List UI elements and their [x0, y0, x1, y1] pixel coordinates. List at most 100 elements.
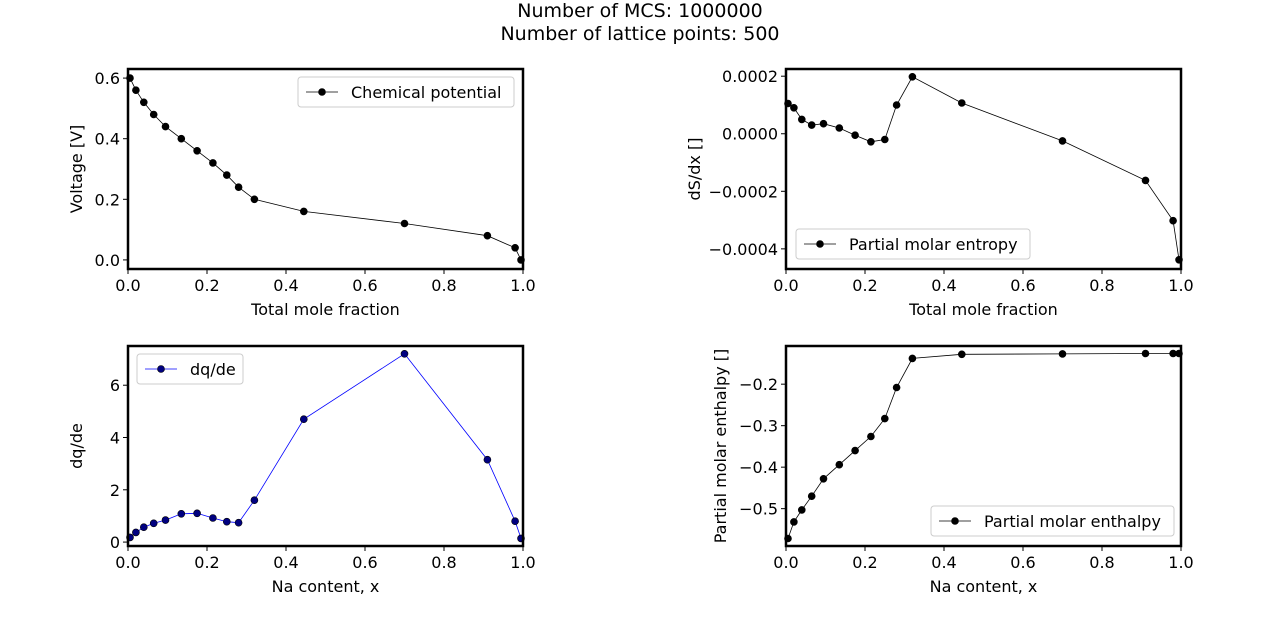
data-point [161, 516, 170, 524]
y-tick-label: −0.4 [739, 458, 778, 477]
data-point [790, 518, 798, 526]
x-tick-label: 0.8 [431, 276, 456, 295]
data-point [400, 219, 409, 228]
data-point [483, 231, 492, 240]
x-tick-label: 0.2 [194, 553, 219, 572]
data-point [511, 517, 519, 526]
suptitle-line-2: Number of lattice points: 500 [500, 23, 780, 45]
legend-frame [795, 228, 1031, 260]
data-point [908, 73, 917, 81]
data-point [177, 509, 186, 518]
x-tick-label: 1.0 [1168, 553, 1193, 572]
data-point [790, 104, 798, 112]
legend-marker [318, 88, 326, 96]
subplot-1: 0.0 0.2 0.4 0.6 0.8 1.0 0.0 0.2 0.4 0.6 Total mole… [67, 67, 536, 319]
y-tick-label: 4 [110, 429, 120, 448]
y-tick-label: −0.0004 [709, 240, 778, 259]
x-tick-label: 0.2 [194, 276, 219, 295]
subplot-3: 0.0 0.2 0.4 0.6 0.8 1.0 0 2 4 6 Na content, x dq/de… [67, 344, 536, 596]
data-point [835, 460, 844, 469]
data-point [851, 131, 859, 139]
x-tick-label: 0.0 [115, 276, 140, 295]
y-axis-label: dS/dx [] [685, 138, 704, 201]
data-point [149, 110, 158, 119]
series-line [787, 76, 1180, 260]
data-point [299, 207, 308, 216]
data-point [819, 119, 828, 128]
data-point [299, 415, 308, 424]
data-point [892, 101, 901, 109]
data-point [1141, 349, 1150, 358]
data-point [140, 523, 148, 532]
data-point [867, 432, 875, 441]
subplot-4: 0.0 0.2 0.4 0.6 0.8 1.0 −0.5 −0.4 −0.3 −0.2 Na con… [711, 344, 1194, 596]
data-point [400, 349, 409, 358]
y-tick-label: 0.0000 [722, 125, 778, 144]
y-tick-label: −0.0002 [709, 182, 778, 201]
x-tick-label: 0.6 [1010, 553, 1035, 572]
x-tick-label: 0.4 [273, 553, 298, 572]
legend-marker [816, 240, 824, 248]
y-tick-label: 2 [110, 481, 120, 500]
x-tick-label: 0.0 [773, 553, 798, 572]
x-axis-label: Total mole fraction [908, 300, 1058, 319]
data-point [807, 492, 816, 501]
data-point [250, 195, 259, 204]
data-point [177, 134, 186, 143]
data-point [807, 121, 816, 129]
data-point [132, 86, 140, 94]
legend-label: dq/de [190, 360, 236, 379]
plot-frame [126, 67, 525, 271]
data-point [223, 171, 231, 179]
x-tick-label: 0.8 [431, 553, 456, 572]
y-axis-label: Voltage [V] [67, 125, 86, 214]
x-tick-label: 0.0 [115, 553, 140, 572]
x-tick-label: 1.0 [510, 553, 535, 572]
data-point [819, 474, 828, 483]
x-axis-label: Total mole fraction [250, 300, 400, 319]
data-point [835, 124, 844, 132]
y-tick-label: 0.0 [95, 251, 120, 270]
x-tick-label: 1.0 [1168, 276, 1193, 295]
data-point [892, 383, 901, 392]
data-point [209, 514, 217, 522]
data-point [483, 455, 492, 464]
x-axis-label: Na content, x [930, 577, 1038, 596]
y-tick-label: 0.6 [95, 69, 120, 88]
data-point [867, 138, 875, 146]
data-point [132, 528, 140, 537]
y-tick-label: 0.4 [95, 130, 120, 149]
data-point [880, 414, 889, 423]
data-point [149, 519, 158, 528]
plot-frame [784, 67, 1183, 271]
x-tick-label: 0.8 [1089, 553, 1114, 572]
data-point [209, 159, 217, 167]
data-point [908, 354, 917, 363]
legend: Partial molar enthalpy [930, 505, 1175, 537]
x-tick-label: 0.2 [852, 276, 877, 295]
data-point [161, 122, 170, 131]
legend-marker [157, 365, 165, 373]
y-tick-label: −0.5 [739, 500, 778, 519]
subplot-2: 0.0 0.2 0.4 0.6 0.8 1.0 −0.0004 −0.0002 0.0000 0.… [685, 67, 1194, 319]
x-tick-label: 0.8 [1089, 276, 1114, 295]
series-1 [784, 73, 1183, 264]
legend-label: Partial molar entropy [849, 235, 1018, 254]
series-line [129, 353, 522, 539]
y-tick-label: −0.3 [739, 417, 778, 436]
y-tick-label: 0.0002 [722, 67, 778, 86]
legend: Partial molar entropy [795, 228, 1031, 260]
x-tick-label: 0.6 [352, 276, 377, 295]
x-tick-label: 0.4 [931, 276, 956, 295]
x-tick-label: 0.0 [773, 276, 798, 295]
y-axis-label: dq/de [67, 423, 86, 469]
x-axis-label: Na content, x [272, 577, 380, 596]
plot-frame [784, 344, 1183, 548]
data-point [193, 509, 201, 518]
legend-label: Chemical potential [351, 83, 502, 102]
legend: dq/de [136, 353, 244, 385]
data-point [250, 496, 259, 505]
data-point [851, 446, 859, 455]
y-axis-label: Partial molar enthalpy [] [711, 349, 730, 544]
